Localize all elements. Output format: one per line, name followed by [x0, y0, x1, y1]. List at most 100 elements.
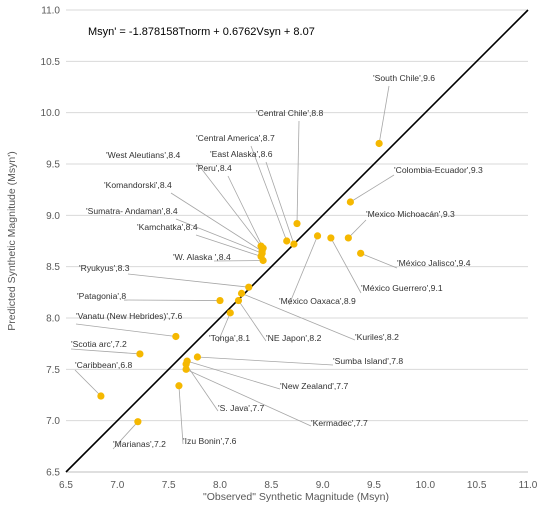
data-point-18	[234, 296, 243, 305]
point-label-6: 'Komandorski',8.4	[104, 180, 172, 190]
leader-line-23	[187, 360, 281, 390]
y-tick-label-1: 7.0	[46, 416, 60, 427]
x-tick-label-3: 8.0	[213, 480, 227, 491]
y-tick-label-8: 10.5	[41, 57, 61, 68]
data-point-28	[134, 418, 142, 426]
reference-line	[65, 9, 529, 473]
x-tick-label-8: 10.5	[467, 480, 487, 491]
leader-line-11	[348, 219, 367, 239]
y-tick-label-4: 8.5	[46, 262, 60, 273]
data-points	[97, 139, 383, 426]
x-tick-label-1: 7.0	[110, 480, 124, 491]
data-point-22	[193, 353, 202, 361]
leader-line-27	[178, 385, 184, 445]
leader-line-25	[185, 368, 312, 427]
x-tick-label-5: 9.0	[316, 480, 330, 491]
x-tick-label-2: 7.5	[162, 480, 176, 491]
point-label-8: 'Kamchatka',8.4	[137, 222, 198, 232]
point-label-22: 'Sumba Island',7.8	[333, 356, 403, 366]
y-tick-label-0: 6.5	[46, 468, 60, 479]
data-point-15	[245, 283, 253, 291]
y-tick-label-2: 7.5	[46, 365, 60, 376]
leader-line-13	[330, 237, 362, 294]
leader-lines	[70, 85, 398, 450]
leader-line-17	[241, 292, 356, 341]
point-label-12: 'México Jalisco',9.4	[397, 258, 471, 268]
point-label-0: 'South Chile',9.6	[373, 73, 435, 83]
point-label-13: 'México Guerrero',9.1	[361, 283, 443, 293]
data-point-21	[136, 350, 144, 358]
data-point-26	[97, 392, 105, 400]
x-tick-label-7: 10.0	[416, 480, 436, 491]
data-point-16	[216, 296, 224, 305]
leader-line-15	[127, 273, 249, 288]
leader-line-0	[378, 85, 390, 144]
leader-line-4	[196, 162, 262, 247]
data-point-27	[175, 382, 183, 390]
leader-line-6	[170, 192, 263, 252]
point-label-18: 'NE Japon',8.2	[266, 333, 322, 343]
leader-line-7	[175, 218, 263, 254]
point-label-23: 'New Zealand',7.7	[280, 381, 348, 391]
data-point-1	[293, 219, 301, 228]
x-tick-label-9: 11.0	[519, 480, 538, 491]
leader-line-26	[74, 369, 102, 397]
point-label-27: 'Izu Bonin',7.6	[183, 436, 237, 446]
leader-line-21	[70, 348, 140, 355]
leader-line-16	[123, 299, 221, 301]
regression-equation: Msyn' = -1.878158Tnorm + 0.6762Vsyn + 8.…	[88, 26, 315, 38]
point-label-4: 'West Aleutians',8.4	[106, 150, 181, 160]
leader-line-12	[360, 252, 398, 269]
data-point-9	[259, 256, 267, 265]
point-label-2: 'Central America',8.7	[196, 133, 275, 143]
leader-line-22	[197, 356, 334, 366]
x-tick-label-0: 6.5	[59, 480, 73, 491]
point-label-24: 'S. Java',7.7	[218, 403, 264, 413]
leader-line-2	[250, 145, 288, 242]
x-tick-label-4: 8.5	[264, 480, 278, 491]
point-label-5: 'Peru',8.4	[196, 163, 232, 173]
leader-line-14	[288, 235, 318, 306]
data-point-14	[313, 232, 322, 240]
data-point-10	[346, 198, 354, 206]
leader-line-19	[217, 312, 231, 343]
point-label-3: 'East Alaska',8.6	[210, 149, 273, 159]
point-label-28: 'Marianas',7.2	[113, 439, 166, 449]
point-label-7: 'Sumatra- Andaman',8.4	[86, 206, 178, 216]
data-point-2	[283, 237, 291, 245]
data-point-19	[226, 309, 234, 317]
point-label-26: 'Caribbean',6.8	[75, 360, 132, 370]
data-point-3	[290, 240, 298, 248]
y-tick-label-7: 10.0	[41, 108, 61, 119]
y-tick-label-9: 11.0	[41, 6, 60, 17]
point-label-9: 'W. Alaska ',8.4	[173, 252, 231, 262]
leader-line-18	[238, 300, 267, 342]
reference-line-group	[65, 9, 529, 473]
point-label-17: 'Kuriles',8.2	[355, 332, 399, 342]
point-label-14: 'México Oaxaca',8.9	[279, 296, 356, 306]
x-tick-label-6: 9.5	[367, 480, 381, 491]
point-labels: 'South Chile',9.6 'Central Chile',8.8 'Cen…	[71, 73, 483, 449]
y-tick-label-3: 8.0	[46, 314, 60, 325]
y-axis-title: Predicted Synthetic Magnitude (Msyn')	[6, 151, 18, 330]
leader-line-8	[195, 234, 262, 257]
data-point-13	[327, 234, 335, 242]
x-axis-title: "Observed" Synthetic Magnitude (Msyn)	[203, 491, 389, 503]
point-label-25: 'Kermadec',7.7	[311, 418, 368, 428]
leader-line-10	[350, 174, 395, 203]
y-tick-label-5: 9.0	[46, 211, 60, 222]
data-point-24	[182, 360, 190, 368]
data-point-11	[344, 234, 352, 242]
leader-line-20	[75, 323, 176, 337]
leader-line-28	[112, 421, 139, 450]
data-point-20	[172, 332, 180, 341]
point-label-10: 'Colombia-Ecuador',9.3	[394, 165, 483, 175]
point-label-11: 'Mexico Michoacán',9.3	[366, 209, 455, 219]
data-point-25	[182, 365, 190, 373]
data-point-17	[237, 289, 246, 297]
point-label-21: 'Scotia arc',7.2	[71, 339, 127, 349]
y-tick-label-6: 9.5	[46, 160, 60, 171]
data-point-12	[357, 249, 365, 257]
point-label-16: 'Patagonia',8	[77, 291, 126, 301]
